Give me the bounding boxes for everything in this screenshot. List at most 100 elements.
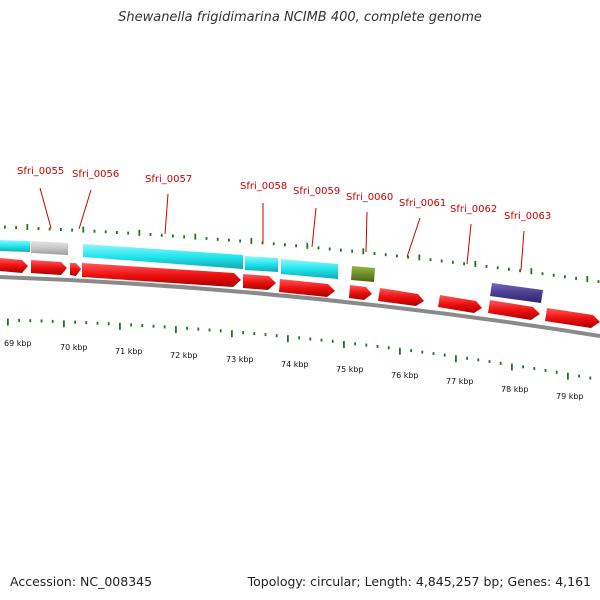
cds-arrow-sfri-0055[interactable] xyxy=(31,260,67,275)
cds-track xyxy=(0,258,600,328)
major-tick xyxy=(63,320,65,328)
minor-tick xyxy=(309,337,312,341)
major-tick xyxy=(138,229,141,236)
minor-tick xyxy=(127,231,129,235)
gene-leader-line xyxy=(466,223,472,265)
minor-tick xyxy=(544,368,547,372)
minor-tick xyxy=(186,326,188,330)
cyan-feature-sfri-0057[interactable] xyxy=(83,244,243,269)
kbp-label: 69 kbp xyxy=(4,339,32,348)
cds-arrow-sfri-0062[interactable] xyxy=(438,295,482,313)
minor-tick xyxy=(373,252,376,255)
minor-tick xyxy=(116,231,118,234)
kbp-scale: 69 kbp 70 kbp 71 kbp 72 kbp 73 kbp 74 kbp 75 k… xyxy=(4,339,584,401)
cds-arrow-sfri-0063[interactable] xyxy=(488,300,540,320)
kbp-label: 77 kbp xyxy=(446,377,474,386)
minor-tick xyxy=(396,254,398,258)
major-tick xyxy=(586,276,589,282)
minor-tick xyxy=(18,318,20,322)
gene-label-sfri-0058[interactable]: Sfri_0058 xyxy=(240,181,287,192)
minor-tick xyxy=(149,233,152,236)
cds-arrow-sfri-0056[interactable] xyxy=(70,263,81,276)
minor-tick xyxy=(432,352,435,356)
minor-tick xyxy=(239,239,241,243)
major-tick xyxy=(7,318,9,326)
topology-text: Topology: circular; Length: 4,845,257 bp… xyxy=(247,574,591,589)
grey-feature[interactable] xyxy=(31,241,68,255)
cds-arrow-sfri-0054[interactable] xyxy=(0,258,28,273)
purple-feature-sfri-0063[interactable] xyxy=(490,283,543,303)
minor-tick xyxy=(387,346,390,350)
minor-tick xyxy=(51,319,54,323)
gene-label-sfri-0061[interactable]: Sfri_0061 xyxy=(399,198,446,209)
gene-label-sfri-0063[interactable]: Sfri_0063 xyxy=(504,211,551,222)
cyan-feature-sfri-0058[interactable] xyxy=(245,256,278,272)
minor-tick xyxy=(597,280,600,284)
minor-tick xyxy=(71,228,73,232)
minor-tick xyxy=(466,356,468,360)
minor-tick xyxy=(216,237,219,241)
minor-tick xyxy=(160,233,163,237)
gene-label-sfri-0060[interactable]: Sfri_0060 xyxy=(346,192,393,203)
major-tick xyxy=(287,335,289,343)
cds-arrow-sfri-0057[interactable] xyxy=(82,263,241,287)
kbp-label: 70 kbp xyxy=(60,343,88,352)
cyan-feature-sfri-0059[interactable] xyxy=(281,259,338,279)
kbp-label: 74 kbp xyxy=(281,360,309,369)
gene-label-sfri-0055[interactable]: Sfri_0055 xyxy=(17,166,64,177)
olive-feature-sfri-0060[interactable] xyxy=(351,266,375,282)
minor-tick xyxy=(578,374,580,378)
minor-tick xyxy=(15,226,17,230)
minor-tick xyxy=(183,235,185,239)
kbp-label: 71 kbp xyxy=(115,347,143,356)
minor-tick xyxy=(541,272,544,276)
major-tick xyxy=(530,268,533,275)
minor-tick xyxy=(443,353,446,357)
minor-tick xyxy=(555,370,558,374)
lower-tick-marks xyxy=(7,318,592,380)
major-tick xyxy=(399,347,401,355)
minor-tick xyxy=(421,350,424,354)
gene-leader-line xyxy=(311,207,317,248)
gene-label-sfri-0062[interactable]: Sfri_0062 xyxy=(450,204,497,215)
minor-tick xyxy=(354,342,356,346)
minor-tick xyxy=(429,258,432,262)
minor-tick xyxy=(331,339,334,343)
map-title: Shewanella frigidimarina NCIMB 400, comp… xyxy=(118,10,482,25)
minor-tick xyxy=(104,230,107,234)
gene-leader-line xyxy=(520,230,525,271)
minor-tick xyxy=(197,327,200,331)
minor-tick xyxy=(205,236,208,240)
gene-label-sfri-0056[interactable]: Sfri_0056 xyxy=(72,169,119,180)
minor-tick xyxy=(284,243,286,247)
kbp-label: 76 kbp xyxy=(391,371,419,380)
minor-tick xyxy=(208,328,211,332)
cds-arrow-sfri-0059[interactable] xyxy=(279,279,335,297)
minor-tick xyxy=(172,234,174,238)
cds-arrow-sfri-0060[interactable] xyxy=(349,285,372,300)
genome-backbone xyxy=(0,275,600,338)
cds-arrow-sfri-0064[interactable] xyxy=(545,308,600,328)
cds-arrow-sfri-0061[interactable] xyxy=(378,288,424,306)
minor-tick xyxy=(298,336,300,340)
minor-tick xyxy=(340,248,342,252)
cds-arrow-sfri-0058[interactable] xyxy=(243,274,276,290)
minor-tick xyxy=(40,319,43,323)
major-tick xyxy=(175,326,177,334)
major-tick xyxy=(343,341,345,348)
kbp-label: 79 kbp xyxy=(556,392,584,401)
minor-tick xyxy=(48,227,51,231)
major-tick xyxy=(194,233,197,240)
cyan-feature-left[interactable] xyxy=(0,240,30,252)
minor-tick xyxy=(407,255,409,259)
kbp-label: 73 kbp xyxy=(226,355,254,364)
major-tick xyxy=(455,355,457,363)
minor-tick xyxy=(452,260,454,264)
minor-tick xyxy=(522,365,524,369)
minor-tick xyxy=(74,320,76,324)
gene-label-sfri-0059[interactable]: Sfri_0059 xyxy=(293,186,340,197)
minor-tick xyxy=(496,266,499,270)
gene-label-sfri-0057[interactable]: Sfri_0057 xyxy=(145,174,192,185)
accession-text: Accession: NC_008345 xyxy=(10,574,153,589)
minor-tick xyxy=(552,273,555,277)
